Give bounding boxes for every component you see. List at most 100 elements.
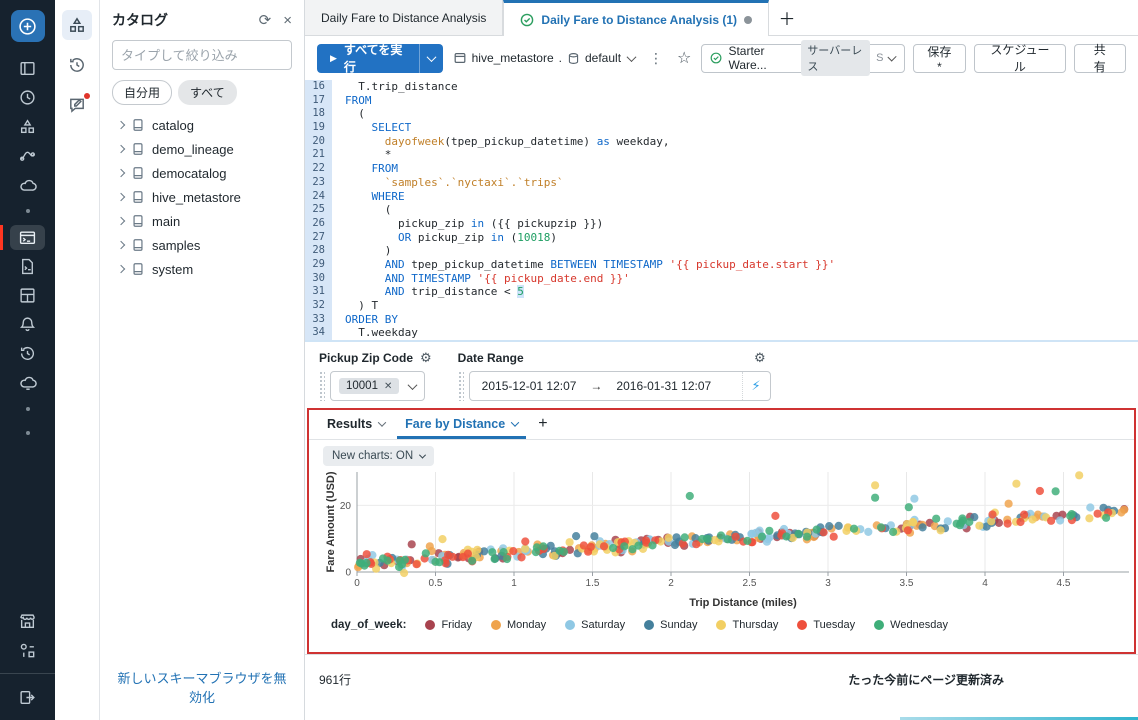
chart-area: New charts: ON 00.511.522.533.544.5020Fa… [309,440,1134,631]
chevron-right-icon[interactable] [117,265,125,273]
chevron-right-icon[interactable] [117,241,125,249]
chevron-right-icon[interactable] [117,145,125,153]
zip-param-label: Pickup Zip Code [319,351,413,365]
new-charts-toggle[interactable]: New charts: ON [323,446,434,466]
sidebar-item-dashboards[interactable] [0,281,55,310]
sidebar-collapse-button[interactable] [0,683,55,712]
chevron-right-icon[interactable] [117,193,125,201]
sidebar-item-alerts[interactable] [0,310,55,339]
drag-handle[interactable] [458,371,464,401]
share-button[interactable]: 共 有 [1074,44,1126,73]
catalog-tree-item[interactable]: catalog [112,113,292,137]
add-visualization-button[interactable]: + [530,415,555,439]
success-check-icon [520,13,534,27]
sidebar-item-catalog[interactable] [0,112,55,141]
catalog-tree-item[interactable]: democatalog [112,161,292,185]
chevron-right-icon[interactable] [117,217,125,225]
query-tab-1[interactable]: Daily Fare to Distance Analysis [305,0,503,35]
line-code: T.trip_distance [332,80,458,94]
filter-pill-all[interactable]: すべて [178,80,237,105]
sql-editor[interactable]: 16 T.trip_distance 17 FROM 18 ( 19 SELEC… [305,80,1138,342]
line-code: SELECT [332,121,411,135]
sidebar-item-marketplace[interactable] [0,607,55,636]
date-start-value[interactable]: 2015-12-01 12:07 [482,379,577,393]
catalog-search-input[interactable] [112,40,292,70]
refresh-icon[interactable]: ⟳ [259,11,272,29]
line-number: 23 [305,176,332,190]
sidebar-item-workspace[interactable] [0,54,55,83]
catalog-tree-item[interactable]: main [112,209,292,233]
svg-text:1: 1 [511,578,517,589]
catalog-tree-item[interactable]: system [112,257,292,281]
catalog-icon [453,51,467,65]
favorite-star-icon[interactable]: ☆ [677,48,691,68]
sidebar-item-compute[interactable] [0,170,55,199]
line-code: ) T [332,299,378,313]
sidebar-item-recents[interactable] [0,83,55,112]
sidebar-item-query-history[interactable] [0,339,55,368]
code-line: 18 ( [305,107,1138,121]
rail2-feedback-button[interactable] [62,90,92,120]
save-button[interactable]: 保存* [913,44,967,73]
svg-text:2.5: 2.5 [743,578,757,589]
catalog-tree-item[interactable]: hive_metastore [112,185,292,209]
run-all-button[interactable]: ▶すべてを実行 [317,44,443,73]
legend-item[interactable]: Wednesday [874,619,948,631]
code-line: 23 `samples`.`nyctaxi`.`trips` [305,176,1138,190]
query-tab-2[interactable]: Daily Fare to Distance Analysis (1) [503,0,769,36]
line-number: 33 [305,313,332,327]
filter-pill-mine[interactable]: 自分用 [112,80,172,105]
sidebar-item-partner-connect[interactable] [0,636,55,665]
new-button[interactable] [11,10,45,42]
zip-select[interactable]: 10001✕ [330,371,425,401]
catalog-tree-item[interactable]: samples [112,233,292,257]
close-icon[interactable]: × [283,12,292,29]
database-icon [131,262,145,276]
legend-item[interactable]: Friday [425,619,472,631]
catalog-tree-item[interactable]: demo_lineage [112,137,292,161]
fare-by-distance-tab[interactable]: Fare by Distance [397,417,526,439]
warehouse-selector[interactable]: Starter Ware... サーバーレス S [701,44,904,73]
run-icon: ▶ [330,53,337,64]
legend-item[interactable]: Thursday [716,619,778,631]
feedback-icon [68,96,86,114]
catalog-name: demo_lineage [152,142,234,157]
sidebar-item-queries[interactable] [0,252,55,281]
chevron-right-icon[interactable] [117,169,125,177]
legend-item[interactable]: Tuesday [797,619,855,631]
chip-remove-icon[interactable]: ✕ [384,381,392,392]
date-end-value[interactable]: 2016-01-31 12:07 [616,379,711,393]
new-tab-button[interactable]: ＋ [769,0,805,35]
serverless-badge: サーバーレス [801,40,870,76]
kebab-menu[interactable]: ⋮ [645,50,667,67]
bolt-icon[interactable]: ⚡ [752,378,761,394]
sidebar-item-sql-warehouses[interactable] [0,368,55,397]
legend-item[interactable]: Saturday [565,619,625,631]
sidebar-item-sql-editor[interactable] [0,223,55,252]
gear-icon[interactable]: ⚙ [420,350,432,366]
query-tabbar: Daily Fare to Distance Analysis Daily Fa… [305,0,1138,36]
legend-item[interactable]: Sunday [644,619,697,631]
drag-handle[interactable] [319,371,325,401]
legend-item[interactable]: Monday [491,619,546,631]
code-line: 19 SELECT [305,121,1138,135]
date-range-input[interactable]: 2015-12-01 12:07 → 2016-01-31 12:07 ⚡ [469,371,771,401]
sidebar-item-workflows[interactable] [0,141,55,170]
chevron-right-icon[interactable] [117,121,125,129]
line-code: WHERE [332,190,405,204]
database-icon [131,214,145,228]
results-tab[interactable]: Results [319,417,393,439]
code-lines: 16 T.trip_distance 17 FROM 18 ( 19 SELEC… [305,80,1138,340]
legend-label: Tuesday [813,619,855,631]
code-line: 22 FROM [305,162,1138,176]
disable-schema-browser-link[interactable]: 新しいスキーマブラウザを無効化 [117,671,286,705]
schedule-button[interactable]: スケジュール [974,44,1065,73]
run-options-button[interactable] [419,44,443,73]
rail2-catalog-button[interactable] [62,10,92,40]
left-sidebar [0,0,55,720]
gear-icon[interactable]: ⚙ [754,350,766,366]
date-param-label: Date Range [458,351,524,365]
line-number: 16 [305,80,332,94]
rail2-history-button[interactable] [62,50,92,80]
catalog-schema-selector[interactable]: hive_metastore . default [453,51,635,65]
